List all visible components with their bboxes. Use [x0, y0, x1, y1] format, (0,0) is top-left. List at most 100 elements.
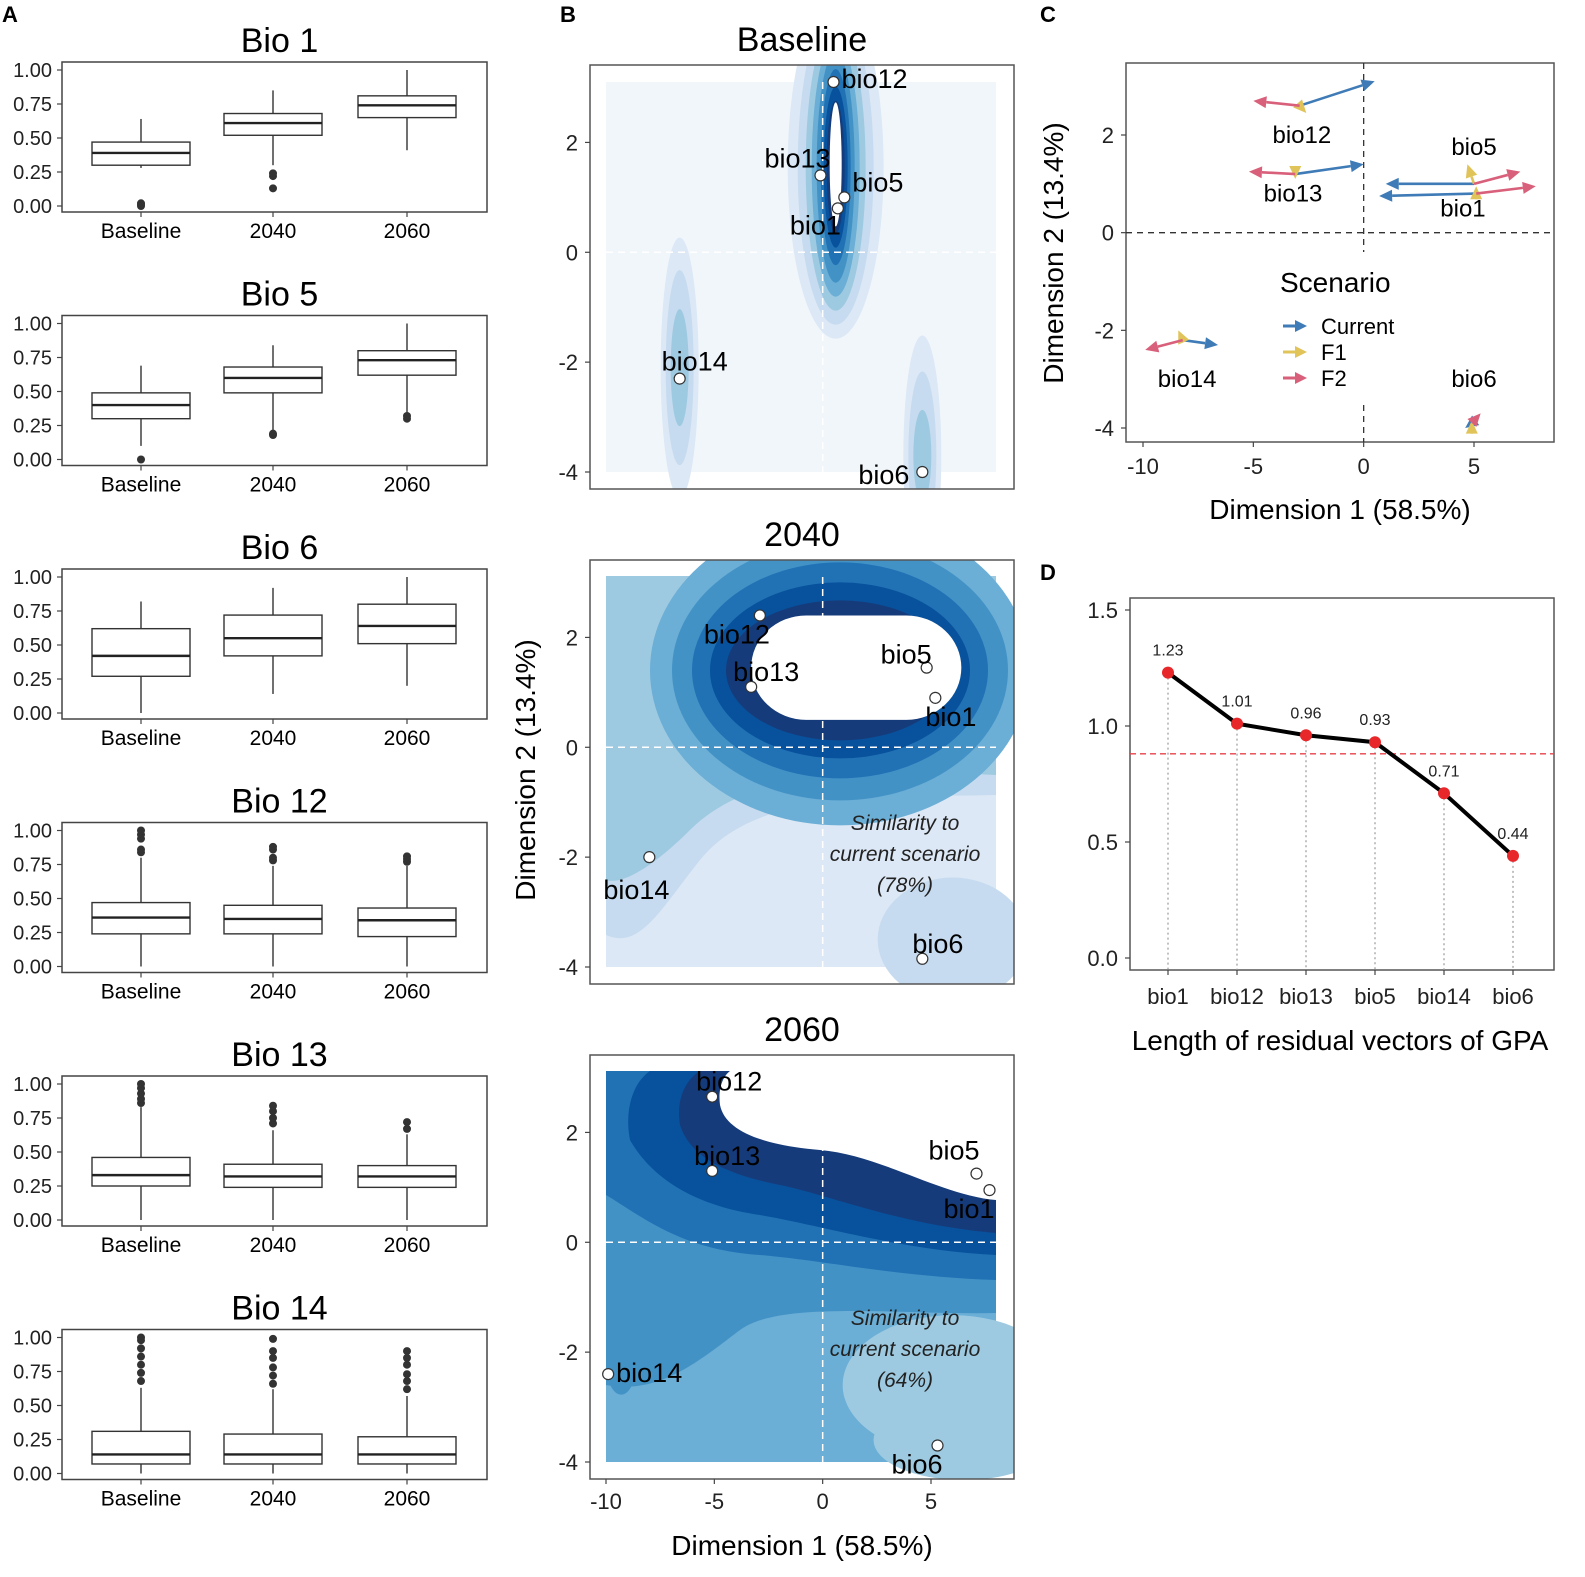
x-tick-label: bio1: [1147, 984, 1189, 1009]
y-tick-label: 0.00: [13, 703, 52, 725]
box: [223, 1334, 323, 1474]
x-tick-label: bio12: [1210, 984, 1264, 1009]
outlier-point: [403, 411, 411, 420]
boxplot-panel: Bio 13 0.00 0.25 0.50 0.75 1.00 Baseline 2040 20…: [13, 1036, 488, 1257]
y-tick-label: 0.75: [13, 855, 52, 877]
vector-label: bio13: [1264, 181, 1323, 208]
y-tick-label: 0.50: [13, 635, 52, 657]
outlier-point: [137, 845, 145, 854]
variable-vectors: bio12: [1273, 122, 1332, 149]
variable-label: bio13: [733, 657, 799, 687]
outlier-point: [269, 842, 277, 851]
boxplot-title: Bio 1: [241, 22, 319, 60]
box-iqr: [357, 603, 457, 645]
vector-f2-shaft: [1473, 173, 1509, 186]
x-tick-label: bio14: [1417, 984, 1471, 1009]
box: [357, 323, 457, 423]
variable-label: bio13: [765, 143, 831, 173]
boxplot-panel: Bio 6 0.00 0.25 0.50 0.75 1.00 Baseline 2040 206…: [13, 529, 488, 750]
y-tick-label: 1.00: [13, 1074, 52, 1096]
vector-current: [1385, 177, 1474, 190]
outlier-point: [269, 184, 277, 193]
legend-item: F1: [1283, 340, 1347, 365]
y-tick-label: 0.75: [13, 348, 52, 370]
vector-f2: [1473, 169, 1521, 186]
legend-label: F1: [1321, 340, 1347, 365]
vector-current: [1379, 189, 1477, 202]
vector-f2-head: [1467, 413, 1481, 428]
similarity-note: Similarity to: [851, 812, 960, 835]
y-tick-label: 0: [566, 735, 578, 760]
vector-f1-head: [1465, 420, 1478, 434]
box-iqr: [91, 1156, 191, 1187]
x-tick-label: -10: [1127, 454, 1159, 479]
legend-swatch-head: [1295, 372, 1307, 384]
data-label: 0.93: [1359, 712, 1390, 729]
panel-a-boxplots: Bio 1 0.00 0.25 0.50 0.75 1.00 Baseline 2040 206…: [13, 22, 488, 1511]
outlier-point: [269, 1114, 277, 1122]
x-tick-label: 2040: [250, 1488, 297, 1511]
variable-point: [916, 465, 929, 479]
variable-label: bio14: [616, 1358, 682, 1388]
variable-label: bio5: [929, 1136, 980, 1166]
similarity-note: Similarity to: [851, 1307, 960, 1330]
box: [91, 601, 191, 713]
outlier-point: [403, 1385, 411, 1394]
vector-current: [1295, 160, 1364, 176]
y-tick-label: -4: [558, 460, 578, 485]
outlier-point: [403, 1347, 411, 1356]
legend-label: F2: [1321, 366, 1347, 391]
y-tick-label: 0.5: [1087, 830, 1118, 855]
x-tick-label: 2060: [384, 220, 431, 243]
legend-swatch-head: [1295, 320, 1307, 332]
vector-f2-head: [1253, 96, 1267, 109]
box: [357, 1347, 457, 1474]
boxplot-title: Bio 5: [241, 276, 319, 314]
box: [357, 1118, 457, 1220]
vector-f2-head: [1506, 169, 1521, 181]
y-tick-label: 0.00: [13, 1210, 52, 1232]
outlier-point: [269, 1334, 277, 1343]
similarity-note: (78%): [877, 874, 933, 897]
variable-point: [920, 661, 933, 674]
panel-c-vector-plot: -4 -2 0 2 -10 -5 0 5 Dimension 1 (58.5%) Dimensio…: [1038, 62, 1555, 525]
contour-level: [751, 615, 962, 720]
vector-f1-head: [1293, 99, 1307, 114]
box: [91, 118, 191, 210]
y-tick-label: 0.25: [13, 1430, 52, 1452]
outlier-point: [269, 169, 277, 178]
variable-label: bio1: [925, 702, 976, 732]
vector-label: bio1: [1440, 195, 1485, 222]
contour-level: [873, 1400, 1014, 1479]
outlier-point: [137, 1360, 145, 1369]
boxplot-panel: Bio 1 0.00 0.25 0.50 0.75 1.00 Baseline 2040 206…: [13, 22, 488, 243]
y-tick-label: 0.00: [13, 196, 52, 218]
panel-label-a: A: [2, 2, 18, 27]
vector-current: [1299, 79, 1375, 107]
vector-label: bio6: [1451, 366, 1496, 393]
boxplot-panel: Bio 14 0.00 0.25 0.50 0.75 1.00 Baseline 2040 20…: [13, 1290, 488, 1511]
plot-frame: [1125, 62, 1555, 443]
x-tick-label: 2040: [250, 1234, 297, 1257]
contour-panel: 2040 -4 -2 0 2 Similarity to current scenario (…: [558, 516, 1015, 985]
outlier-point: [137, 1377, 145, 1386]
similarity-note: (64%): [877, 1369, 933, 1392]
contour-title: 2060: [764, 1011, 840, 1049]
variable-point: [602, 1368, 615, 1381]
x-tick-label: -10: [590, 1489, 622, 1514]
vector-f2: [1145, 338, 1184, 353]
panel-d-line-chart: 0.0 0.5 1.0 1.5 bio1 bio12 bio13 bio5 bio14 bio6 1…: [1087, 597, 1555, 1056]
panel-label-b: B: [560, 2, 576, 27]
variable-label: bio14: [603, 875, 669, 905]
x-tick-label: bio5: [1354, 984, 1396, 1009]
variable-label: bio6: [858, 460, 909, 490]
data-point: [1369, 736, 1381, 749]
contour-panel: Baseline -4 -2 0 2 bio12 bio13 bio5 bio1 bio14 bio…: [558, 21, 1015, 490]
box: [223, 1101, 323, 1220]
variable-point: [838, 191, 851, 204]
y-tick-label: -2: [558, 1340, 578, 1365]
data-label: 1.23: [1152, 643, 1183, 660]
similarity-note: current scenario: [830, 843, 981, 866]
y-tick-label: 0: [566, 240, 578, 265]
